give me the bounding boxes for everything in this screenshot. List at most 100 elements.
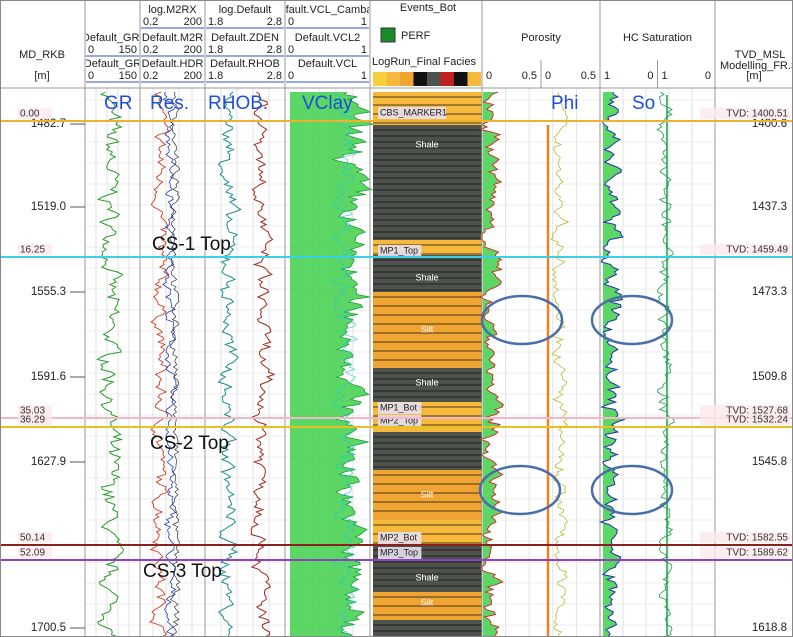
scale-min: 0.2 [143, 44, 158, 56]
facies-band [373, 125, 482, 240]
curve-name: log.Default [219, 4, 272, 16]
scale-min: 1.8 [208, 44, 223, 56]
scale-min: 1 [662, 70, 668, 82]
curve-name: Default_GR [84, 58, 142, 70]
scale-max: 0 [647, 70, 653, 82]
scale-min: 0 [288, 44, 294, 56]
md-label: 1555.3 [31, 286, 66, 298]
annotation: RHOB. [208, 93, 268, 114]
curve-name: Default.VCL [298, 58, 357, 70]
facies-key [413, 72, 427, 86]
marker-tvd: TVD: 1459.49 [726, 245, 788, 256]
scale-min: 1.8 [208, 70, 223, 82]
scale-max: 200 [184, 70, 202, 82]
scale-min: 0 [288, 70, 294, 82]
facies-label: MP2_Top [380, 415, 418, 425]
log-curve [598, 91, 626, 637]
marker-tvd: TVD: 1527.68 [726, 406, 788, 417]
log-curve [330, 91, 360, 637]
md-label: 1627.9 [31, 456, 66, 468]
tvd-label: 1437.3 [752, 201, 787, 213]
facies-label: MP1_Bot [380, 402, 418, 412]
curve-name: Default.M2R [142, 32, 203, 44]
md-label: 1482.7 [31, 118, 66, 130]
header-text: PERF [401, 30, 431, 42]
label-box [378, 547, 422, 559]
marker-md: 16.25 [20, 245, 45, 256]
curve-name: Default.RHOB [210, 58, 280, 70]
scale-min: 0 [88, 44, 94, 56]
curve-name: Default.ZDEN [211, 32, 279, 44]
log-curve [250, 91, 276, 637]
facies-label: MP1_Top [380, 245, 418, 255]
marker-md: 35.03 [20, 406, 45, 417]
label-box [700, 108, 790, 119]
annotation: VClay [302, 93, 353, 114]
header-text: MD_RKB [19, 49, 65, 61]
header-text: Events_Bot [400, 2, 456, 14]
scale-max: 1 [361, 44, 367, 56]
tvd-label: 1618.8 [752, 622, 787, 634]
header-text: Modelling_FR.SU [720, 60, 793, 72]
scale-min: 0 [545, 70, 551, 82]
facies-band [373, 255, 482, 292]
log-curve [217, 91, 242, 637]
curve-name: log.M2RX [148, 4, 197, 16]
facies-label: Shale [415, 377, 438, 387]
annotation: Res. [150, 93, 189, 114]
tvd-label: 1473.3 [752, 286, 787, 298]
log-curve [148, 91, 170, 637]
label-box [378, 532, 422, 544]
md-label: 1700.5 [31, 622, 66, 634]
marker-tvd: TVD: 1589.62 [726, 548, 788, 559]
scale-max: 150 [119, 70, 137, 82]
md-label: 1519.0 [31, 201, 66, 213]
scale-max: 2.8 [267, 44, 282, 56]
scale-max: 0.5 [581, 70, 596, 82]
scale-max: 0.5 [522, 70, 537, 82]
facies-label: Silt [421, 324, 434, 334]
curve-name: Default.VCL2 [295, 32, 360, 44]
marker-md: 52.09 [20, 548, 45, 559]
facies-band [373, 432, 482, 470]
facies-label: Shale [415, 572, 438, 582]
top-label: CS-3 Top [143, 561, 222, 582]
log-curve [332, 91, 374, 637]
facies-band [373, 92, 482, 100]
label-box [18, 414, 52, 425]
scale-max: 1 [361, 16, 367, 28]
label-box [700, 547, 790, 558]
facies-key [373, 72, 387, 86]
scale-min: 0.2 [143, 70, 158, 82]
curve-name: Default_GR( [82, 32, 143, 44]
scale-max: 150 [119, 44, 137, 56]
label-box [18, 244, 52, 255]
label-box [18, 405, 52, 416]
label-box [18, 547, 52, 558]
facies-key [454, 72, 468, 86]
label-box [18, 108, 52, 119]
label-box [700, 414, 790, 425]
log-curve [550, 91, 570, 637]
facies-label: Silt [421, 597, 434, 607]
facies-label: MP3_Top [380, 547, 418, 557]
log-curve [162, 91, 179, 637]
highlight-ellipse [480, 294, 564, 346]
scale-min: 0 [88, 70, 94, 82]
header-text: [m] [34, 70, 49, 82]
log-curve [96, 91, 125, 637]
curve-name: Default.VCL_Cambays [272, 4, 384, 16]
perf-icon [380, 27, 396, 43]
curve-fill [600, 92, 625, 637]
log-curve [169, 91, 181, 637]
facies-label: Shale [415, 139, 438, 149]
scale-min: 1.8 [208, 16, 223, 28]
facies-band [373, 292, 482, 368]
label-box [378, 245, 422, 257]
facies-key [467, 72, 481, 86]
highlight-ellipse [478, 464, 562, 516]
